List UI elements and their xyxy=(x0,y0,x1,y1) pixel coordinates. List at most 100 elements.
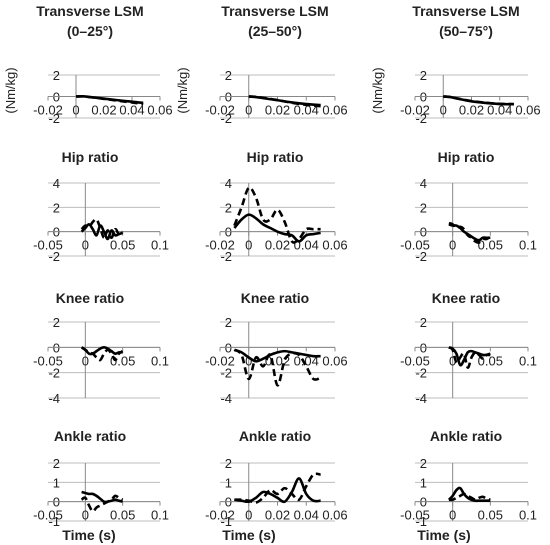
panel-10-x-tick-label: 0.05 xyxy=(110,508,135,523)
panel-12-x-tick-label: -0.05 xyxy=(400,508,430,523)
panel-10-series-dashed-line xyxy=(80,494,124,513)
panel-5-y-tick-label: 2 xyxy=(225,200,232,215)
panel-2-y-axis-label: (Nm/kg) xyxy=(175,67,190,113)
panel-8-y-tick-label: 2 xyxy=(225,315,232,330)
panel-10-series-solid-line xyxy=(81,490,123,504)
x-axis-label-col-2: Time (s) xyxy=(222,527,275,543)
panel-1-x-tick-label: -0.02 xyxy=(33,103,63,118)
panel-7-x-tick-label: 0.1 xyxy=(151,353,169,368)
panel-7-y-tick-label: -2 xyxy=(48,366,60,381)
panel-1-y-tick-label: 2 xyxy=(53,68,60,83)
panel-9-y-tick-label: 2 xyxy=(420,315,427,330)
panel-2-x-tick-label: 0.02 xyxy=(265,103,290,118)
panel-4-y-tick-label: -2 xyxy=(48,249,60,264)
panel-2-series-dashed-line xyxy=(248,95,321,108)
panel-10-x-tick-label: 0 xyxy=(82,508,89,523)
panel-12-series-dashed-line xyxy=(448,492,491,502)
panel-12-y-tick-label: -1 xyxy=(415,514,427,529)
panel-3-y-axis-label: (Nm/kg) xyxy=(370,67,385,113)
panel-11-series-dashed-line xyxy=(234,472,321,505)
panel-7-x-tick-label: -0.05 xyxy=(33,353,63,368)
panel-4-x-tick-label: -0.05 xyxy=(33,238,63,253)
panel-10-x-tick-label: -0.05 xyxy=(33,508,63,523)
panel-2-x-tick-label: -0.02 xyxy=(205,103,235,118)
panel-9-series-solid-line xyxy=(448,346,491,367)
panel-7-series-solid-line xyxy=(80,346,123,356)
panel-6-title-line-1: Hip ratio xyxy=(438,149,495,165)
panel-4-series-dashed-line xyxy=(80,217,124,240)
panel-11-x-tick-label: 0.02 xyxy=(265,508,290,523)
panel-6-series-dashed-line xyxy=(448,221,492,245)
panel-7-x-tick-label: 0 xyxy=(82,353,89,368)
panel-1-x-tick-label: 0.06 xyxy=(147,103,172,118)
panel-3-series-dashed-line xyxy=(443,95,514,106)
panel-9-title-line-1: Knee ratio xyxy=(432,290,500,306)
panel-9-y-tick-label: -4 xyxy=(415,391,427,406)
panel-11-x-tick-label: 0 xyxy=(245,508,252,523)
panel-12-y-tick-label: 1 xyxy=(420,475,427,490)
panel-8-title-line-1: Knee ratio xyxy=(241,290,309,306)
panel-5-title-line-1: Hip ratio xyxy=(247,149,304,165)
panel-11-y-tick-label: 2 xyxy=(225,456,232,471)
panel-4-title-line-1: Hip ratio xyxy=(62,149,119,165)
panel-12-y-tick-label: 2 xyxy=(420,456,427,471)
panel-6-x-tick-label: 0 xyxy=(449,238,456,253)
panel-1-title-line-1: Transverse LSM xyxy=(36,3,143,19)
panel-2-title-line-1: Transverse LSM xyxy=(221,3,328,19)
panel-10-y-tick-label: 2 xyxy=(53,456,60,471)
panel-5-x-tick-label: 0.06 xyxy=(322,238,347,253)
panel-1-x-tick-label: 0 xyxy=(72,103,79,118)
panel-3-y-tick-label: 2 xyxy=(420,68,427,83)
panel-1-y-axis-label: (Nm/kg) xyxy=(3,67,18,113)
panel-10-x-tick-label: 0.1 xyxy=(151,508,169,523)
panel-3-title-line-1: Transverse LSM xyxy=(412,3,519,19)
panel-9-x-tick-label: 0.1 xyxy=(519,353,537,368)
panel-4-series-solid-line xyxy=(80,223,124,241)
panel-12-x-tick-label: 0.05 xyxy=(478,508,503,523)
panel-8-x-tick-label: -0.02 xyxy=(205,353,235,368)
panel-2-y-tick-label: -2 xyxy=(220,111,232,126)
panel-7-series-dashed-line xyxy=(80,346,124,362)
panel-9-x-tick-label: 0 xyxy=(449,353,456,368)
panel-9-y-tick-label: -2 xyxy=(415,366,427,381)
panel-11-y-tick-label: 1 xyxy=(225,475,232,490)
panel-12-title-line-1: Ankle ratio xyxy=(430,428,502,444)
panel-6-y-tick-label: 4 xyxy=(420,176,427,191)
panel-11-title-line-1: Ankle ratio xyxy=(239,428,311,444)
panel-12-x-tick-label: 0.1 xyxy=(519,508,537,523)
panel-3-title-line-2: (50–75°) xyxy=(439,23,493,39)
panel-9-series-dashed-line xyxy=(448,346,491,369)
panel-6-x-tick-label: 0.1 xyxy=(519,238,537,253)
panel-3-y-tick-label: -2 xyxy=(415,111,427,126)
panel-1-x-tick-label: 0.02 xyxy=(91,103,116,118)
panel-9-x-tick-label: 0.05 xyxy=(478,353,503,368)
panel-8-y-tick-label: -2 xyxy=(220,366,232,381)
x-axis-label-col-3: Time (s) xyxy=(417,527,470,543)
panel-11-x-tick-label: 0.04 xyxy=(294,508,319,523)
panel-4-x-tick-label: 0.1 xyxy=(151,238,169,253)
panel-6-x-tick-label: -0.05 xyxy=(400,238,430,253)
panel-10-y-tick-label: -1 xyxy=(48,514,60,529)
panel-8-series-dashed-line xyxy=(233,348,322,387)
panel-4-y-tick-label: 4 xyxy=(53,176,60,191)
panel-8-series-solid-line xyxy=(233,348,321,363)
panel-7-y-tick-label: 2 xyxy=(53,315,60,330)
panel-11-x-tick-label: 0.06 xyxy=(322,508,347,523)
panel-7-x-tick-label: 0.05 xyxy=(110,353,135,368)
x-axis-label-col-1: Time (s) xyxy=(62,527,115,543)
panel-11-y-tick-label: -1 xyxy=(220,514,232,529)
panel-2-x-tick-label: 0.04 xyxy=(294,103,319,118)
panel-5-x-tick-label: -0.02 xyxy=(205,238,235,253)
panel-4-x-tick-label: 0 xyxy=(82,238,89,253)
panel-6-y-tick-label: 2 xyxy=(420,200,427,215)
panel-8-x-tick-label: 0.06 xyxy=(322,353,347,368)
panel-3-x-tick-label: 0.02 xyxy=(459,103,484,118)
panel-2-y-tick-label: 2 xyxy=(225,68,232,83)
panel-5-y-tick-label: -2 xyxy=(220,249,232,264)
panel-5-y-tick-label: 4 xyxy=(225,176,232,191)
panel-8-y-tick-label: -4 xyxy=(220,391,232,406)
panel-7-title-line-1: Knee ratio xyxy=(56,290,124,306)
panel-12-series-solid-line xyxy=(447,486,491,503)
panel-11-x-tick-label: -0.02 xyxy=(205,508,235,523)
